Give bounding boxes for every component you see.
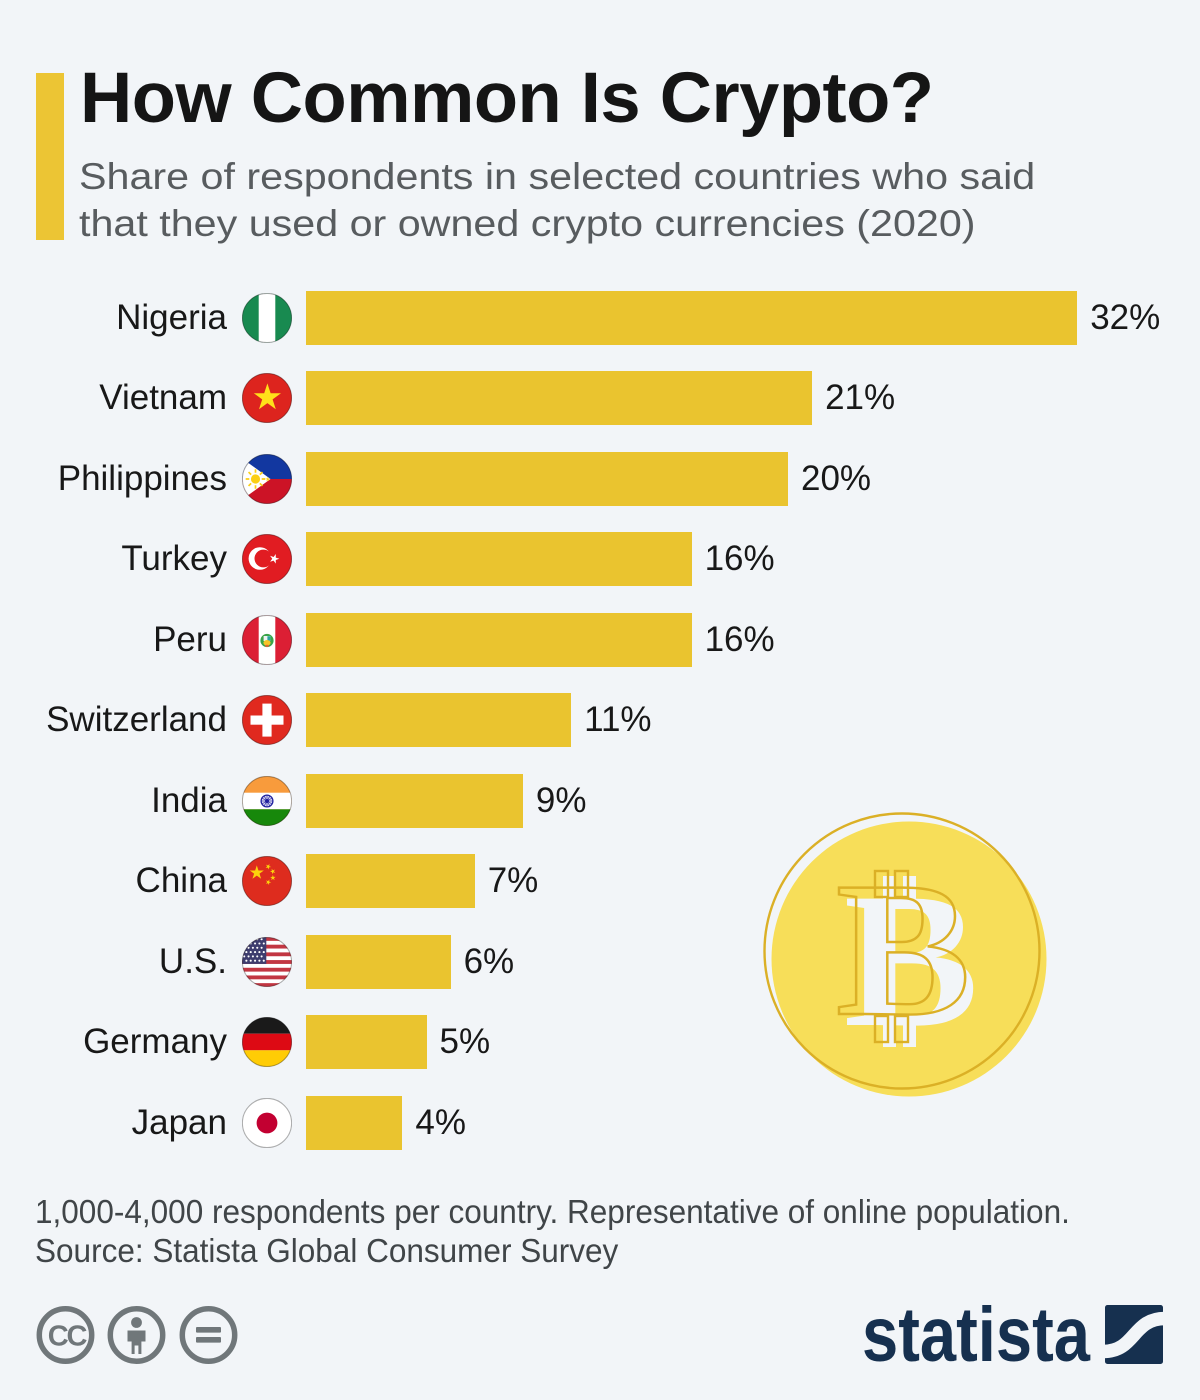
- svg-text:B: B: [836, 842, 971, 1056]
- svg-text:statista: statista: [862, 1292, 1091, 1378]
- svg-text:CC: CC: [48, 1321, 88, 1353]
